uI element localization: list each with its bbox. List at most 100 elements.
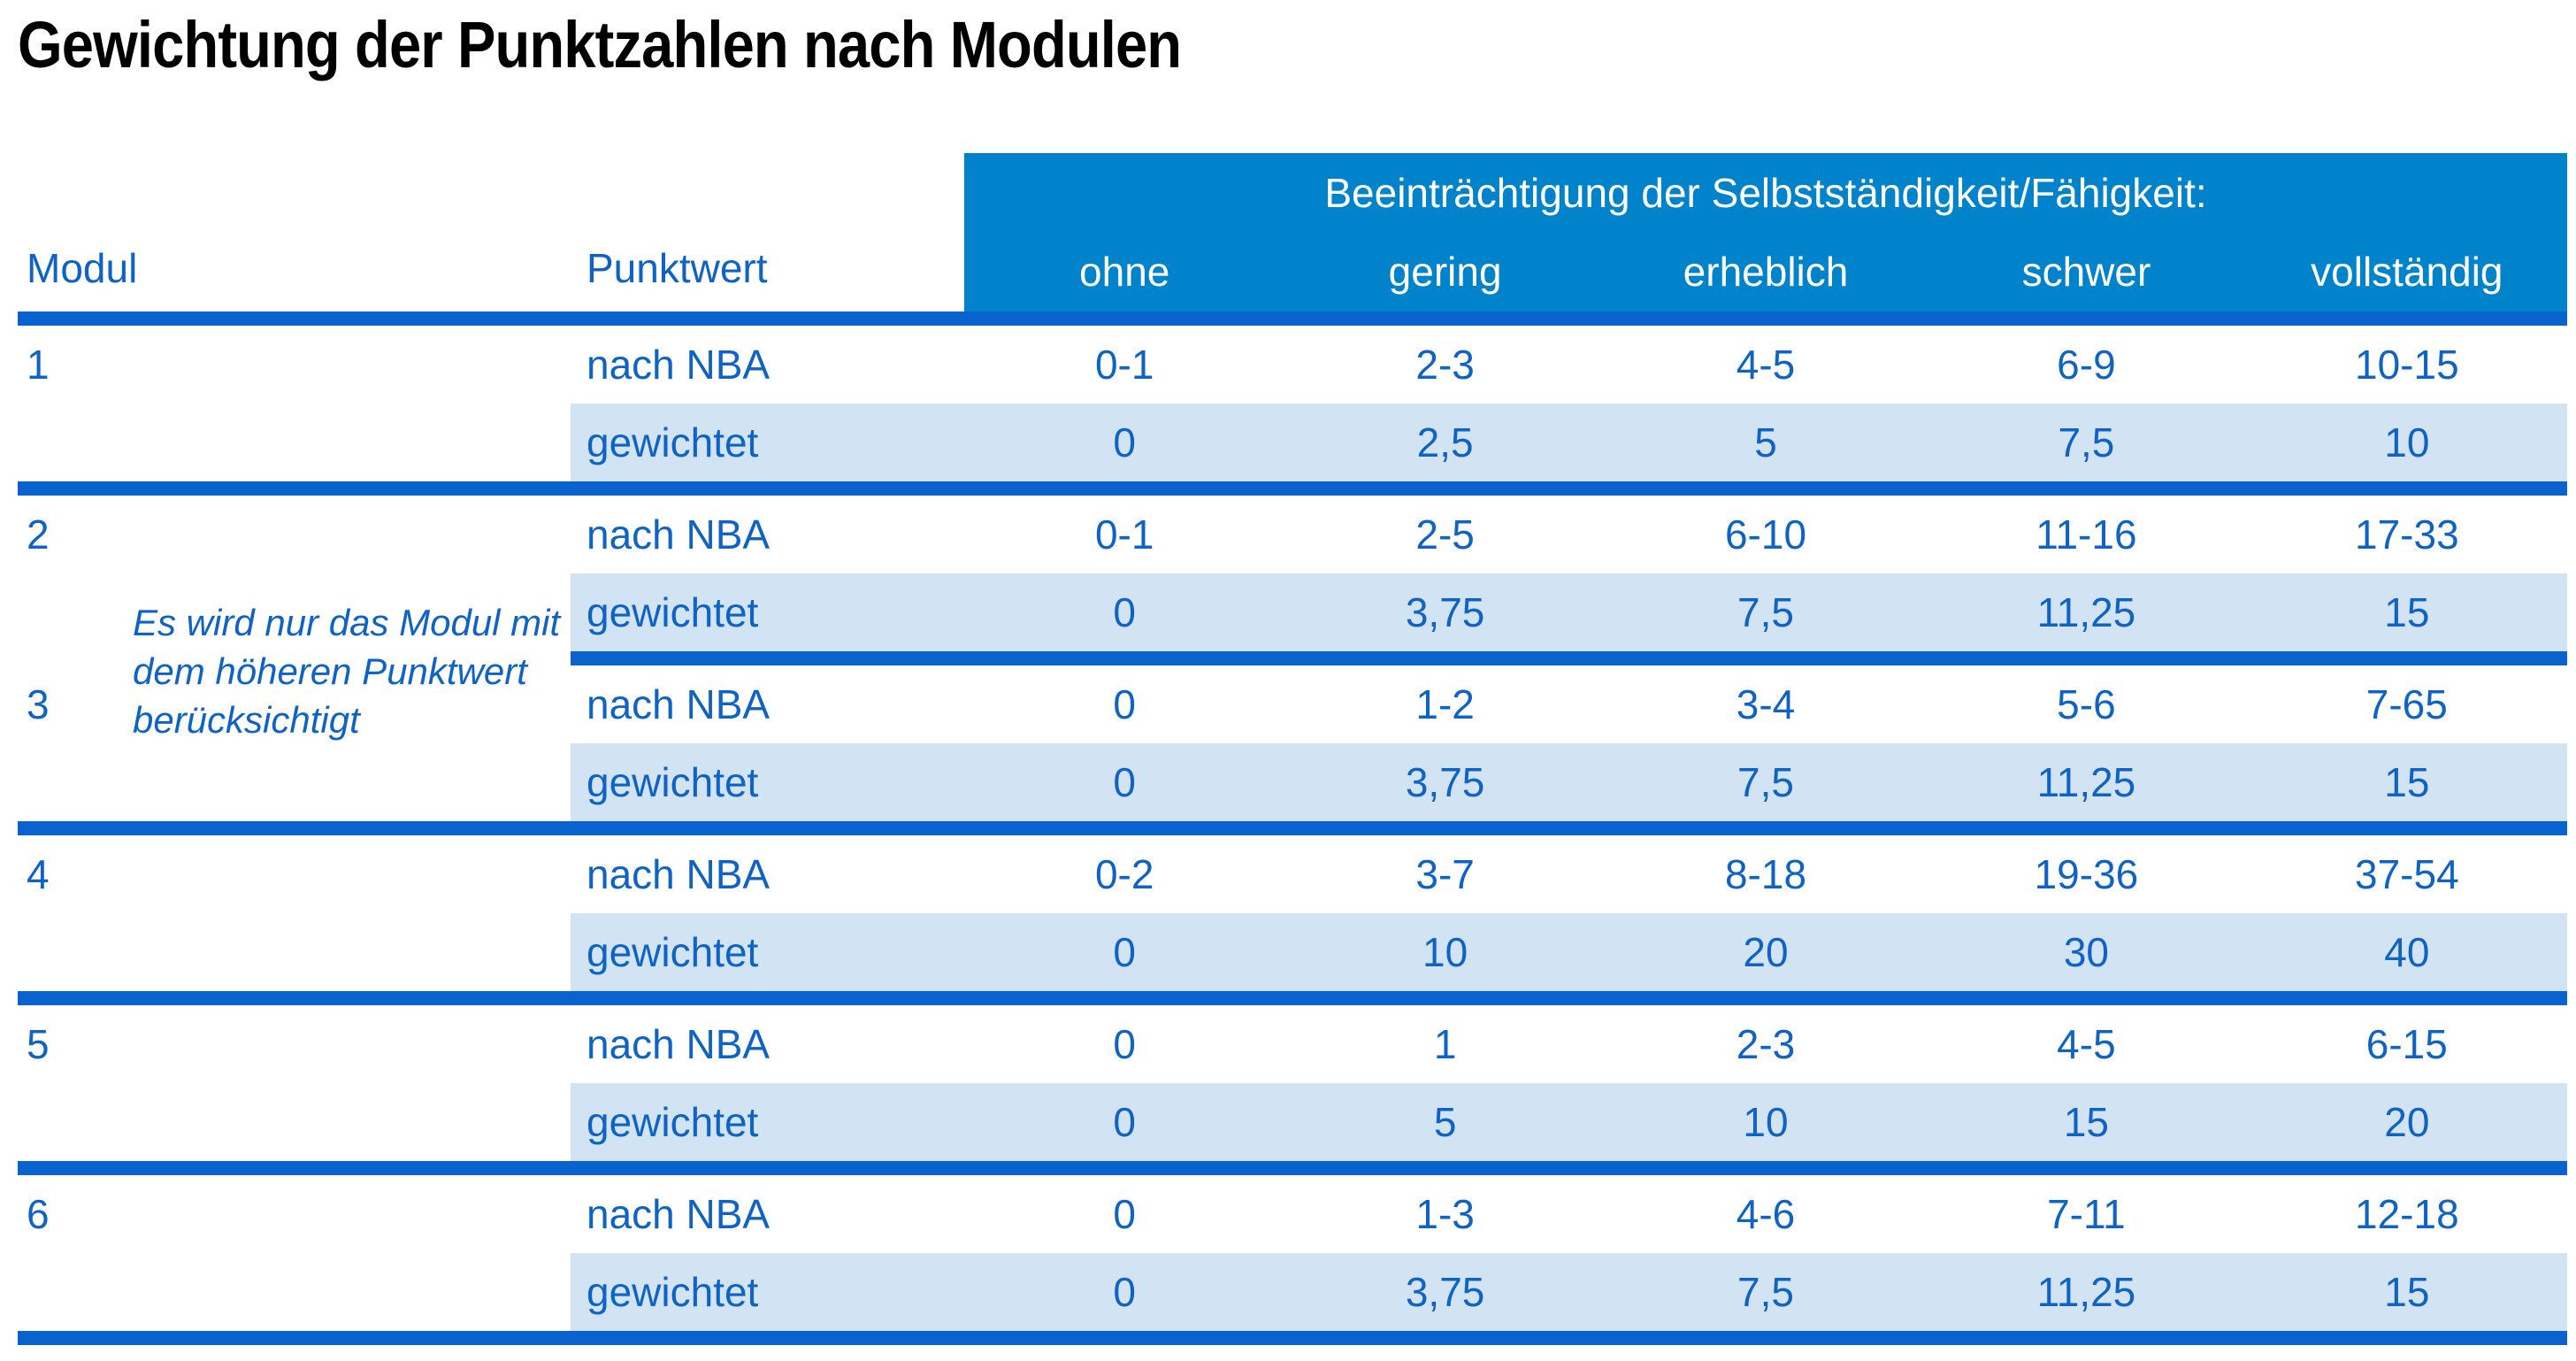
cell-value: 10 xyxy=(2384,419,2430,465)
cell-value: 1-2 xyxy=(1415,681,1475,727)
row-label-gewichtet: gewichtet xyxy=(586,1269,759,1315)
cell-value: 17-33 xyxy=(2355,511,2459,557)
table-row-modul3-nba: 3 nach NBA 0 1-2 3-4 5-6 7-65 xyxy=(18,665,2567,743)
cell-value: 30 xyxy=(2063,929,2109,975)
column-header-punktwert: Punktwert xyxy=(586,245,768,291)
module-number: 5 xyxy=(27,1021,50,1067)
cell-value: 0 xyxy=(1113,419,1136,465)
row-label-gewichtet: gewichtet xyxy=(586,759,759,805)
cell-value: 37-54 xyxy=(2355,851,2459,897)
cell-value: 15 xyxy=(2384,759,2430,805)
column-header-ohne: ohne xyxy=(1079,249,1170,296)
row-label-nba: nach NBA xyxy=(586,342,770,388)
module-2-3-note: Es wird nur das Modul mit dem höheren Pu… xyxy=(133,602,561,741)
module-number: 6 xyxy=(27,1191,50,1237)
module-number: 3 xyxy=(27,681,50,727)
cell-value: 2-3 xyxy=(1736,1021,1796,1067)
table-row-modul1-gewichtet: gewichtet 0 2,5 5 7,5 10 xyxy=(18,404,2567,481)
cell-value: 0 xyxy=(1113,929,1136,975)
cell-value: 11-16 xyxy=(2036,511,2137,557)
row-label-nba: nach NBA xyxy=(586,681,770,727)
cell-value: 7-65 xyxy=(2365,681,2448,727)
cell-value: 6-9 xyxy=(2057,342,2116,388)
separator-bar xyxy=(18,821,2567,835)
cell-value: 0 xyxy=(1113,1191,1136,1237)
cell-value: 7,5 xyxy=(2058,419,2115,465)
cell-value: 2-3 xyxy=(1415,342,1475,388)
table-row-modul2-gewichtet: gewichtet 0 3,75 7,5 11,25 15 xyxy=(18,573,2567,651)
cell-value: 5 xyxy=(1754,419,1777,465)
cell-value: 6-15 xyxy=(2365,1021,2448,1067)
cell-value: 7,5 xyxy=(1737,759,1794,805)
cell-value: 4-5 xyxy=(1736,342,1796,388)
separator-bar xyxy=(18,1331,2567,1345)
cell-value: 11,25 xyxy=(2036,589,2136,635)
cell-value: 40 xyxy=(2384,929,2430,975)
cell-value: 8-18 xyxy=(1724,851,1807,897)
cell-value: 0-1 xyxy=(1094,511,1154,557)
table-row-modul6-gewichtet: gewichtet 0 3,75 7,5 11,25 15 xyxy=(18,1253,2567,1331)
cell-value: 7,5 xyxy=(1737,1269,1794,1315)
row-label-nba: nach NBA xyxy=(586,1021,770,1067)
separator-bar xyxy=(18,481,2567,496)
cell-value: 11,25 xyxy=(2036,1269,2136,1315)
cell-value: 2,5 xyxy=(1416,419,1474,465)
severity-column-headers: ohne gering erheblich schwer vollständig xyxy=(964,233,2567,312)
cell-value: 0-2 xyxy=(1094,851,1154,897)
cell-value: 6-10 xyxy=(1724,511,1807,557)
cell-value: 4-6 xyxy=(1736,1191,1796,1237)
separator-bar xyxy=(18,991,2567,1005)
table-row-modul6-nba: 6 nach NBA 0 1-3 4-6 7-11 12-18 xyxy=(18,1175,2567,1253)
column-header-vollstaendig: vollständig xyxy=(2311,249,2503,296)
cell-value: 10 xyxy=(1743,1099,1789,1145)
cell-value: 0-1 xyxy=(1094,342,1154,388)
cell-value: 2-5 xyxy=(1415,511,1475,557)
cell-value: 5-6 xyxy=(2057,681,2116,727)
row-label-gewichtet: gewichtet xyxy=(586,929,759,975)
cell-value: 4-5 xyxy=(2057,1021,2116,1067)
separator-bar-partial xyxy=(571,651,2567,665)
table-row-modul5-gewichtet: gewichtet 0 5 10 15 20 xyxy=(18,1083,2567,1161)
table-header-row: Modul Punktwert Beeinträchtigung der Sel… xyxy=(18,153,2567,311)
cell-value: 3-7 xyxy=(1415,851,1475,897)
module-number: 2 xyxy=(27,511,50,557)
cell-value: 0 xyxy=(1113,1021,1136,1067)
cell-value: 1 xyxy=(1433,1021,1457,1067)
cell-value: 0 xyxy=(1113,681,1136,727)
cell-value: 20 xyxy=(2384,1099,2430,1145)
cell-value: 0 xyxy=(1113,1269,1136,1315)
column-header-erheblich: erheblich xyxy=(1683,249,1849,296)
cell-value: 3,75 xyxy=(1405,589,1485,635)
severity-group-header: Beeinträchtigung der Selbstständigkeit/F… xyxy=(1324,169,2207,216)
cell-value: 1-3 xyxy=(1415,1191,1475,1237)
row-label-nba: nach NBA xyxy=(586,851,770,897)
table-row-modul3-gewichtet: gewichtet 0 3,75 7,5 11,25 15 xyxy=(18,743,2567,821)
column-header-schwer: schwer xyxy=(2021,249,2151,296)
cell-value: 20 xyxy=(1743,929,1789,975)
table-row-modul4-gewichtet: gewichtet 0 10 20 30 40 xyxy=(18,913,2567,991)
cell-value: 0 xyxy=(1113,759,1136,805)
weighting-table: Modul Punktwert Beeinträchtigung der Sel… xyxy=(18,153,2567,1345)
cell-value: 3,75 xyxy=(1405,1269,1485,1315)
cell-value: 7-11 xyxy=(2047,1191,2126,1237)
cell-value: 10 xyxy=(1422,929,1468,975)
row-label-gewichtet: gewichtet xyxy=(586,1099,759,1145)
cell-value: 3-4 xyxy=(1736,681,1796,727)
cell-value: 5 xyxy=(1433,1099,1457,1145)
column-header-gering: gering xyxy=(1388,249,1502,296)
cell-value: 3,75 xyxy=(1405,759,1485,805)
module-number: 4 xyxy=(27,851,50,897)
cell-value: 0 xyxy=(1113,1099,1136,1145)
severity-header-band: Beeinträchtigung der Selbstständigkeit/F… xyxy=(964,153,2567,311)
cell-value: 11,25 xyxy=(2036,759,2136,805)
row-label-gewichtet: gewichtet xyxy=(586,419,759,465)
separator-bar xyxy=(18,311,2567,326)
page-title: Gewichtung der Punktzahlen nach Modulen xyxy=(18,8,1182,81)
module-number: 1 xyxy=(27,342,50,388)
column-header-modul: Modul xyxy=(27,245,138,291)
cell-value: 12-18 xyxy=(2355,1191,2459,1237)
table-row-modul5-nba: 5 nach NBA 0 1 2-3 4-5 6-15 xyxy=(18,1005,2567,1083)
table-row-modul1-nba: 1 nach NBA 0-1 2-3 4-5 6-9 10-15 xyxy=(18,326,2567,404)
cell-value: 0 xyxy=(1113,589,1136,635)
